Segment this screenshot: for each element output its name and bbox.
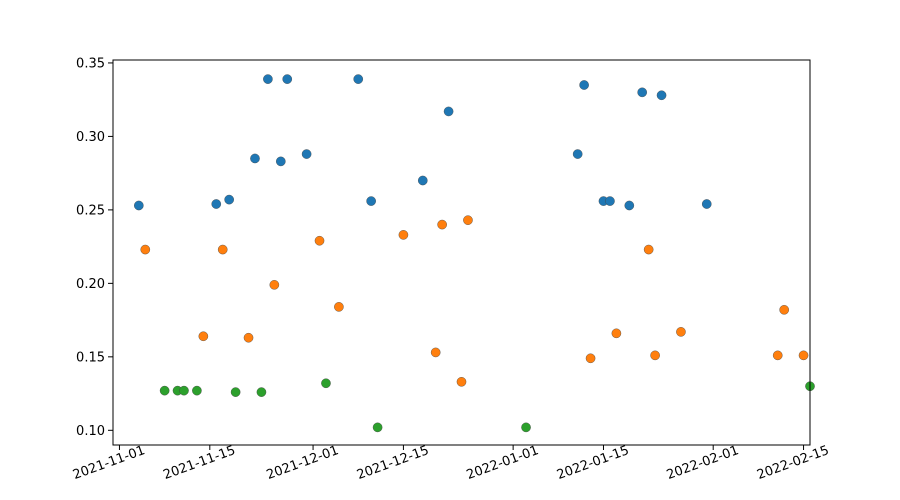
- point-series-3-3: [179, 385, 189, 396]
- point-series-2-6: [314, 235, 325, 246]
- point-series-2-17: [676, 327, 686, 337]
- point-series-2-8: [398, 230, 409, 240]
- y-tick-label-2: 0.15: [76, 350, 105, 365]
- point-series-2-20: [798, 350, 809, 361]
- point-series-2-19: [779, 305, 789, 315]
- points-layer: [134, 74, 815, 433]
- point-series-1-16: [605, 196, 615, 206]
- point-series-2-2: [198, 331, 209, 342]
- y-tick-label-4: 0.25: [76, 203, 105, 218]
- point-series-2-11: [456, 377, 467, 387]
- y-tick-label-5: 0.30: [76, 130, 105, 145]
- point-series-2-13: [585, 353, 596, 364]
- point-series-1-12: [443, 106, 454, 117]
- point-series-2-12: [463, 215, 473, 225]
- point-series-3-5: [230, 387, 241, 397]
- plot-frame: [112, 59, 811, 446]
- point-series-3-4: [192, 385, 202, 396]
- point-series-2-18: [772, 350, 783, 361]
- point-series-2-14: [611, 328, 622, 339]
- point-series-2-9: [430, 347, 441, 358]
- point-series-2-3: [217, 244, 228, 255]
- point-series-1-9: [353, 74, 364, 84]
- point-series-1-17: [624, 200, 635, 211]
- point-series-1-4: [250, 153, 260, 164]
- point-series-1-18: [637, 87, 648, 98]
- y-tick-label-6: 0.35: [76, 56, 105, 71]
- point-series-1-7: [282, 74, 293, 84]
- point-series-2-7: [334, 302, 344, 312]
- y-axis: 0.10 0.15 0.20 0.25 0.30 0.35: [76, 56, 113, 439]
- point-series-2-10: [437, 219, 447, 230]
- point-series-3-7: [321, 378, 331, 389]
- point-series-1-14: [579, 80, 589, 90]
- point-series-3-8: [372, 422, 383, 433]
- point-series-3-6: [256, 387, 267, 397]
- point-series-1-11: [417, 175, 428, 186]
- point-series-1-1: [134, 200, 144, 211]
- y-tick-label-3: 0.20: [76, 277, 105, 292]
- point-series-1-2: [211, 199, 222, 209]
- point-series-1-20: [701, 199, 712, 209]
- point-series-1-8: [301, 149, 312, 159]
- point-series-2-5: [269, 280, 280, 290]
- point-series-2-16: [650, 350, 660, 361]
- point-series-1-6: [275, 156, 286, 167]
- point-series-2-1: [140, 244, 151, 255]
- point-series-2-4: [243, 332, 254, 343]
- point-series-1-13: [572, 149, 583, 159]
- point-series-3-9: [521, 422, 531, 433]
- point-series-1-5: [263, 74, 273, 84]
- point-series-2-15: [643, 244, 654, 255]
- point-series-1-3: [224, 194, 234, 205]
- y-tick-label-1: 0.10: [76, 424, 105, 439]
- point-series-3-1: [159, 385, 170, 396]
- point-series-1-19: [656, 90, 667, 101]
- point-series-1-10: [366, 196, 376, 206]
